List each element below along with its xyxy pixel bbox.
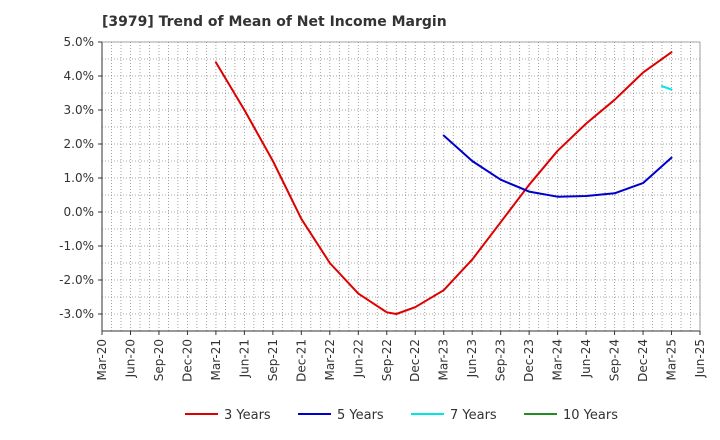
x-tick-label: Mar-21 <box>209 339 223 380</box>
series-line-7-years <box>661 85 673 91</box>
x-tick-label: Mar-24 <box>551 339 565 380</box>
x-tick-label: Dec-21 <box>294 339 308 382</box>
series-line-5-years <box>442 134 673 198</box>
x-tick-label: Jun-23 <box>465 339 479 378</box>
y-tick-label: -3.0% <box>59 307 94 321</box>
legend-label-3-years: 3 Years <box>224 408 271 423</box>
x-tick-label: Jun-22 <box>351 339 365 378</box>
y-tick-label: 5.0% <box>64 35 95 49</box>
y-tick-label: 2.0% <box>64 137 95 151</box>
y-tick-label: -1.0% <box>59 239 94 253</box>
x-tick-label: Mar-22 <box>323 339 337 380</box>
x-tick-label: Sep-21 <box>266 339 280 381</box>
x-tick-label: Jun-24 <box>579 339 593 378</box>
plot-area <box>102 42 700 331</box>
x-tick-label: Sep-23 <box>494 339 508 381</box>
x-tick-label: Mar-23 <box>437 339 451 380</box>
y-tick-label: -2.0% <box>59 273 94 287</box>
legend-label-5-years: 5 Years <box>337 408 384 423</box>
legend-label-10-years: 10 Years <box>563 408 618 423</box>
y-tick-label: 1.0% <box>64 171 95 185</box>
legend-label-7-years: 7 Years <box>450 408 497 423</box>
x-tick-label: Jun-25 <box>693 339 707 378</box>
x-tick-label: Dec-23 <box>522 339 536 382</box>
x-tick-label: Jun-21 <box>237 339 251 378</box>
chart-title: [3979] Trend of Mean of Net Income Margi… <box>102 14 447 30</box>
x-tick-label: Sep-22 <box>380 339 394 381</box>
x-tick-label: Dec-22 <box>408 339 422 382</box>
x-tick-label: Sep-24 <box>608 339 622 381</box>
x-tick-label: Dec-24 <box>636 339 650 382</box>
y-tick-label: 4.0% <box>64 69 95 83</box>
x-tick-label: Mar-20 <box>95 339 109 380</box>
series-line-3-years <box>214 51 673 315</box>
x-tick-label: Mar-25 <box>665 339 679 380</box>
x-tick-label: Dec-20 <box>180 339 194 382</box>
y-tick-label: 3.0% <box>64 103 95 117</box>
y-tick-label: 0.0% <box>64 205 95 219</box>
x-tick-label: Jun-20 <box>123 339 137 378</box>
x-tick-label: Sep-20 <box>152 339 166 381</box>
